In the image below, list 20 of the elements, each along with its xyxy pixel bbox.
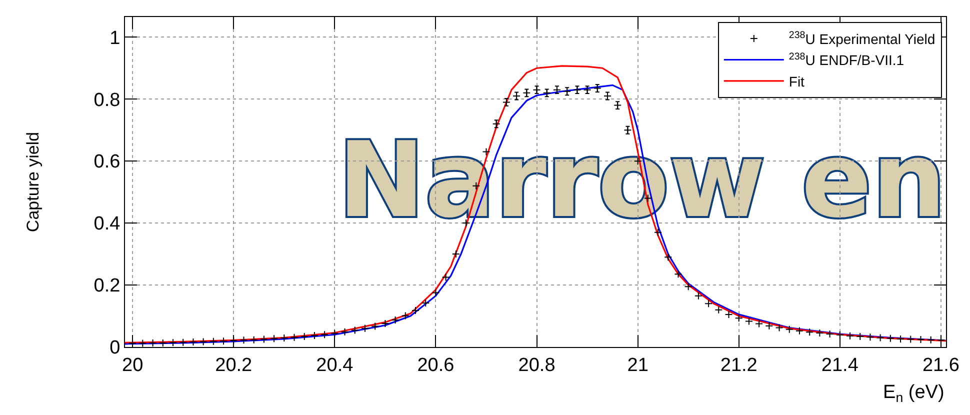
x-tick-label: 21.6 xyxy=(922,354,960,376)
legend-label: $^{238}$U Experimental Yield xyxy=(788,30,936,48)
y-tick-label: 1 xyxy=(110,28,120,49)
y-tick-label: 0.4 xyxy=(94,214,121,235)
y-axis-title: Capture yield xyxy=(23,132,42,232)
x-tick-label: 20.4 xyxy=(316,354,354,376)
y-tick-label: 0 xyxy=(110,338,120,359)
y-tick-label: 0.8 xyxy=(94,90,120,111)
x-tick-label: 21.4 xyxy=(821,354,859,376)
x-tick-label: 20.6 xyxy=(417,354,454,376)
legend-label: $^{238}$U ENDF/B-VII.1 xyxy=(788,51,904,68)
x-tick-label: 21.2 xyxy=(720,354,758,376)
x-tick-label: 20.8 xyxy=(518,354,556,376)
x-tick-label: 20.2 xyxy=(215,354,252,376)
x-tick-label: 21 xyxy=(627,354,648,376)
y-tick-label: 0.6 xyxy=(94,152,120,173)
legend-label: Fit xyxy=(788,73,805,90)
y-tick-label: 0.2 xyxy=(94,276,120,297)
x-axis-title: E$_{n}$ (eV) xyxy=(883,382,944,405)
x-tick-label: 20 xyxy=(122,354,144,376)
